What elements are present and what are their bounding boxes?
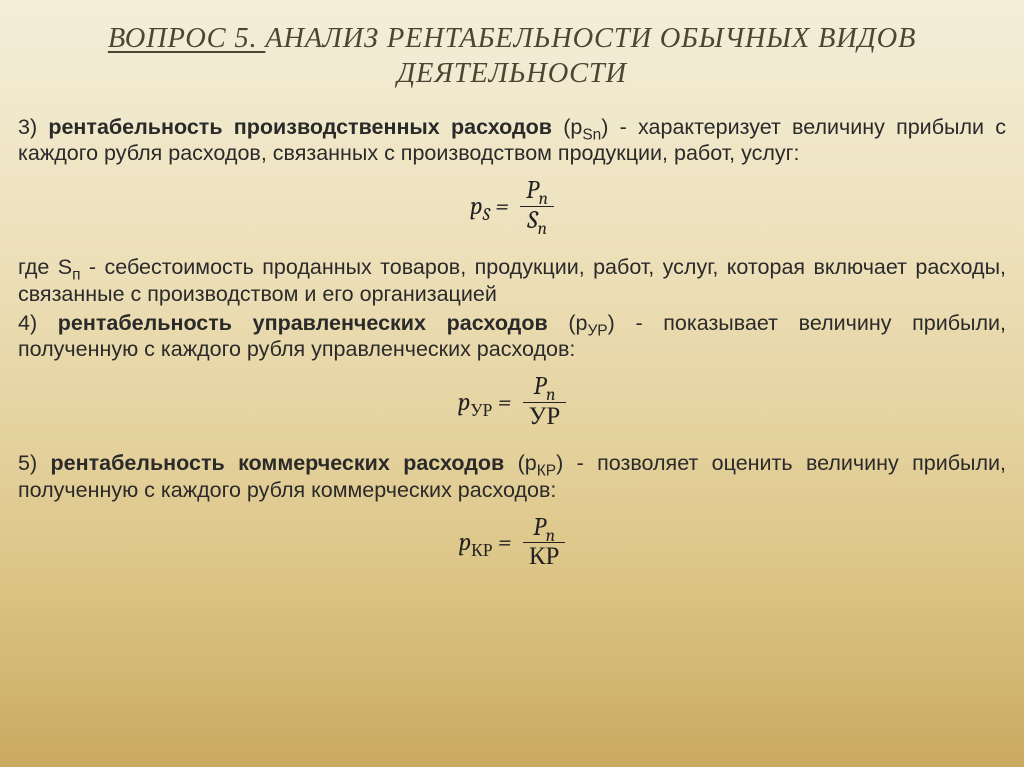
slide: ВОПРОС 5. АНАЛИЗ РЕНТАБЕЛЬНОСТИ ОБЫЧНЫХ … — [0, 0, 1024, 767]
formula-4-num-sym: P — [534, 372, 547, 401]
formula-3-eq: = — [490, 192, 514, 221]
formula-3-lhs: pS = — [470, 192, 514, 221]
item-4-after-a: (p — [548, 311, 588, 335]
formula-5-denominator: КР — [523, 543, 566, 572]
title-rest: АНАЛИЗ РЕНТАБЕЛЬНОСТИ ОБЫЧНЫХ ВИДОВ ДЕЯТ… — [265, 23, 916, 89]
formula-3-fraction: Pn Sn — [520, 177, 554, 236]
title-question-prefix: ВОПРОС 5. — [108, 23, 266, 54]
item-4-paragraph: 4) рентабельность управленческих расходо… — [18, 310, 1006, 364]
formula-3-denominator: Sn — [520, 207, 554, 236]
slide-title: ВОПРОС 5. АНАЛИЗ РЕНТАБЕЛЬНОСТИ ОБЫЧНЫХ … — [18, 22, 1006, 92]
formula-4-numerator: Pn — [523, 373, 567, 403]
item-3-after-a: (p — [552, 115, 582, 139]
item-4-symbol-sub: УР — [587, 322, 607, 339]
item-3-paragraph: 3) рентабельность производственных расхо… — [18, 114, 1006, 168]
formula-4-lhs-sym: p — [458, 388, 471, 417]
formula-4: pУР = Pn УР — [18, 373, 1006, 432]
where-3-a: где S — [18, 255, 72, 279]
item-3-number: 3) — [18, 115, 48, 139]
formula-5-lhs-sym: p — [459, 528, 472, 557]
formula-4-lhs-sub: УР — [470, 401, 492, 421]
formula-5-numerator: Pn — [523, 514, 566, 544]
where-3-paragraph: где Sп - себестоимость проданных товаров… — [18, 254, 1006, 308]
formula-4-eq: = — [492, 388, 516, 417]
item-3-term: рентабельность производственных расходов — [48, 115, 552, 139]
formula-3-num-sym: P — [526, 176, 539, 205]
formula-3-lhs-sub: S — [483, 205, 490, 225]
item-5-after-a: (p — [504, 451, 537, 475]
item-4-number: 4) — [18, 311, 58, 335]
item-5-symbol-sub: КР — [537, 462, 556, 479]
item-5-term: рентабельность коммерческих расходов — [51, 451, 505, 475]
formula-5-fraction: Pn КР — [523, 514, 566, 573]
formula-3-lhs-sym: p — [470, 192, 483, 221]
formula-3-den-sub: n — [538, 219, 547, 239]
formula-5-eq: = — [493, 528, 517, 557]
formula-5-num-sym: P — [533, 513, 546, 542]
formula-4-fraction: Pn УР — [523, 373, 567, 432]
formula-4-lhs: pУР = — [458, 388, 517, 417]
formula-3: pS = Pn Sn — [18, 177, 1006, 236]
formula-5: pКР = Pn КР — [18, 514, 1006, 573]
where-3-b: - себестоимость проданных товаров, проду… — [18, 255, 1006, 306]
where-3-sub: п — [72, 266, 80, 283]
item-5-paragraph: 5) рентабельность коммерческих расходов … — [18, 450, 1006, 504]
formula-3-numerator: Pn — [520, 177, 554, 207]
item-4-term: рентабельность управленческих расходов — [58, 311, 548, 335]
formula-5-lhs-sub: КР — [471, 541, 492, 561]
formula-4-denominator: УР — [523, 403, 567, 432]
item-5-number: 5) — [18, 451, 51, 475]
formula-5-lhs: pКР = — [459, 528, 517, 557]
formula-3-den-sym: S — [527, 206, 537, 235]
